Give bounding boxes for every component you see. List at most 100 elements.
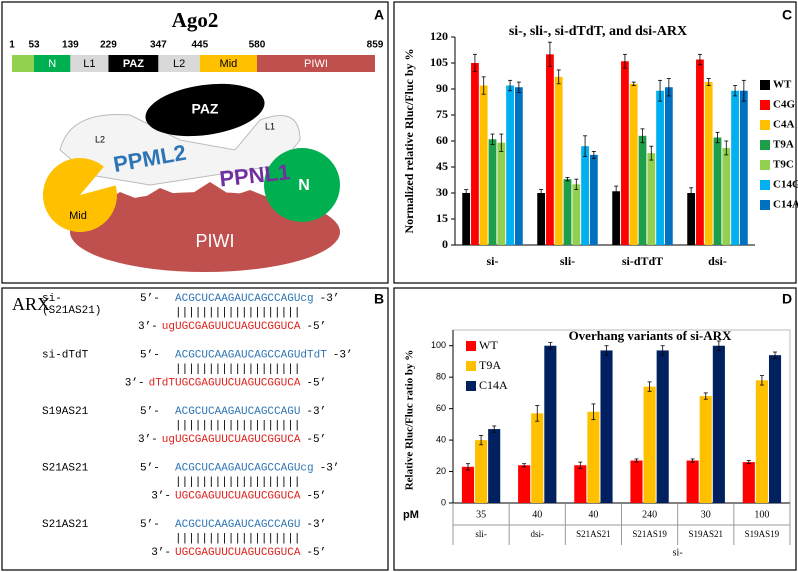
y-tick-label: 0 <box>442 237 448 251</box>
domain-segment <box>12 55 34 72</box>
bar <box>739 90 748 245</box>
y-tick-label: 0 <box>441 497 446 507</box>
legend-label: C4A <box>773 119 794 131</box>
error-bar <box>565 176 570 182</box>
strand-end: -5’ <box>306 547 326 559</box>
error-bar <box>716 340 721 351</box>
strand-end: -3’ <box>320 462 340 474</box>
bar <box>664 87 673 246</box>
legend-swatch <box>760 140 770 150</box>
pairing: ||||||||||||||||||| <box>175 476 300 488</box>
x-tick-label: 30 <box>701 509 711 520</box>
panel-b-border <box>1 287 389 571</box>
x-tick-label: 40 <box>532 509 542 520</box>
error-bar <box>547 41 552 67</box>
error-bar <box>666 78 671 97</box>
residue-position: 53 <box>28 40 40 51</box>
x-row-label: pM <box>403 509 419 521</box>
piwi-shape <box>70 192 340 272</box>
error-bar <box>733 85 738 97</box>
legend-swatch <box>760 100 770 110</box>
sirna-name: S21AS21 <box>42 462 89 474</box>
y-tick-label: 60 <box>436 133 448 147</box>
x-tick-label: S19AS19 <box>745 529 780 539</box>
strand-end: 3’- <box>151 490 171 502</box>
structure-label: L2 <box>95 134 105 144</box>
error-bar <box>539 189 544 197</box>
antisense-strand: UGCGAGUUCUAGUCGGUCA <box>175 490 301 502</box>
antisense-strand: dTdTUGCGAGUUCUAGUCGGUCA <box>149 377 301 389</box>
ago2-structure: L2 PAZ L1 PPML2 PPNL1 N Mid PIWI <box>42 83 340 272</box>
error-bar <box>490 133 495 145</box>
legend-swatch <box>760 120 770 130</box>
bar <box>629 83 638 245</box>
bar <box>488 139 497 245</box>
panel-label: C <box>782 7 792 23</box>
y-axis-label: Relative Rluc/Fluc ratio by % <box>404 350 416 491</box>
error-bar <box>556 69 561 85</box>
pairing: ||||||||||||||||||| <box>175 307 300 319</box>
pairing: ||||||||||||||||||| <box>175 363 300 375</box>
panel-title: Ago2 <box>172 8 219 32</box>
x-tick-label: dsi- <box>531 529 545 539</box>
domain-segment <box>108 55 159 72</box>
error-bar <box>548 342 553 350</box>
bar <box>514 87 523 246</box>
bar <box>462 193 471 245</box>
bar <box>742 462 755 503</box>
bar <box>544 345 557 503</box>
legend-label: C14G <box>773 179 798 191</box>
domain-label: N <box>48 58 56 70</box>
structure-label: Mid <box>69 210 87 222</box>
legend-swatch <box>760 80 770 90</box>
error-bar <box>499 133 504 152</box>
strand-end: 3’- <box>151 547 171 559</box>
bar <box>612 191 621 245</box>
error-bar <box>535 405 540 422</box>
bar <box>696 59 704 246</box>
n-shape <box>264 148 340 222</box>
bar <box>755 380 768 503</box>
x-tick-label: 35 <box>476 509 486 520</box>
error-bar <box>741 79 746 102</box>
error-bar <box>647 381 652 392</box>
legend-label: T9A <box>479 358 501 372</box>
panel-label: A <box>374 7 384 23</box>
y-tick-label: 90 <box>436 81 448 95</box>
bar <box>712 345 725 503</box>
strand-end: -3’ <box>306 406 326 418</box>
error-bar <box>604 345 609 356</box>
sense-strand: ACGCUCAAGAUCAGCCAGU <box>175 406 300 418</box>
error-bar <box>479 434 484 446</box>
bar <box>656 350 669 503</box>
bar <box>647 153 656 245</box>
bar <box>574 465 587 503</box>
domain-label: PIWI <box>304 58 328 70</box>
chart-title: Overhang variants of si-ARX <box>569 328 732 343</box>
antisense-strand: UGCGAGUUCUAGUCGGUCA <box>175 547 301 559</box>
residue-position: 1 <box>9 40 15 51</box>
plot-frame <box>452 329 791 504</box>
y-tick-label: 15 <box>436 211 448 225</box>
y-tick-label: 60 <box>436 403 446 413</box>
x-tick-label: 100 <box>754 509 769 520</box>
structure-label: L1 <box>265 121 275 131</box>
bar <box>531 413 544 503</box>
strand-end: 5’- <box>140 406 160 418</box>
bar <box>587 411 600 503</box>
sirna-name: si-dTdT <box>42 349 89 361</box>
x-tick-label: S21AS21 <box>576 529 611 539</box>
error-bar <box>706 78 711 86</box>
error-bar <box>703 392 708 400</box>
bar <box>537 193 546 245</box>
sirna-name: si- <box>42 293 62 305</box>
legend-label: T9A <box>773 139 794 151</box>
strand-end: 3’- <box>138 321 158 333</box>
structure-label: PAZ <box>192 101 219 117</box>
strand-end: -3’ <box>320 293 340 305</box>
domain-segment <box>158 55 200 72</box>
residue-position: 347 <box>150 40 167 51</box>
error-bar <box>522 463 527 468</box>
error-bar <box>583 135 588 158</box>
domain-segment <box>256 55 375 72</box>
